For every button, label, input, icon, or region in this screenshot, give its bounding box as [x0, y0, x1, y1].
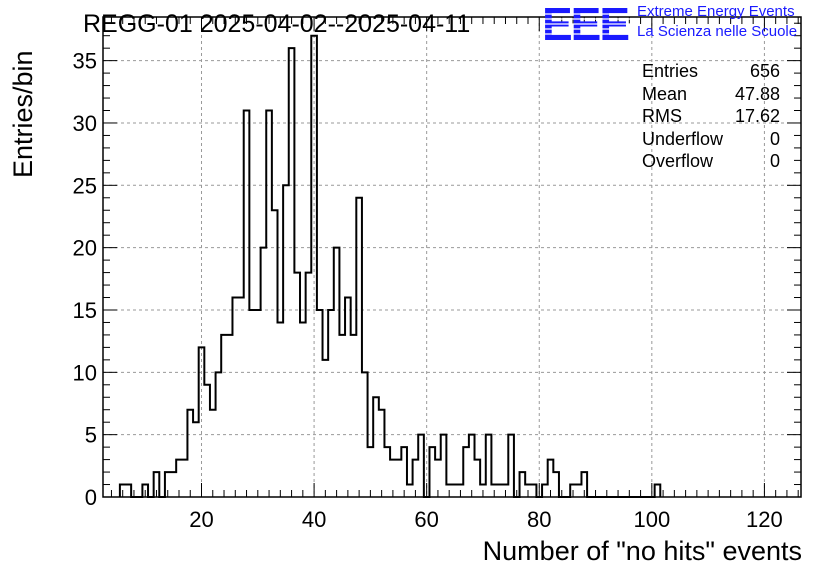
- y-tick-label: 20: [73, 236, 97, 261]
- logo-line-1: Extreme Energy Events: [637, 3, 795, 20]
- stat-entries: Entries 656: [642, 61, 780, 81]
- tick-labels: 20 40 60 80 100 120 0 5 10 15 20 25 30 35: [73, 49, 783, 532]
- stat-mean: Mean 47.88: [642, 83, 780, 104]
- x-tick-label: 120: [746, 507, 783, 532]
- y-tick-label: 15: [73, 298, 97, 323]
- stat-underflow: Underflow 0: [642, 128, 780, 149]
- x-tick-label: 80: [527, 507, 551, 532]
- histogram-line: [118, 34, 662, 498]
- eee-logo-icon: EEE: [542, 2, 638, 46]
- x-tick-label: 20: [189, 507, 213, 532]
- y-tick-label: 5: [85, 423, 97, 448]
- chart-title: REGG-01 2025-04-02--2025-04-11: [83, 10, 471, 38]
- logo-line-2: La Scienza nelle Scuole: [637, 23, 798, 40]
- grid-lines: [103, 17, 801, 497]
- plot-frame: [102, 16, 802, 498]
- y-tick-label: 25: [73, 173, 97, 198]
- x-tick-label: 100: [633, 507, 670, 532]
- x-tick-label: 60: [414, 507, 438, 532]
- logo-text: Extreme Energy Events La Scienza nelle S…: [637, 2, 797, 42]
- tick-marks: [103, 17, 801, 498]
- y-tick-label: 30: [73, 111, 97, 136]
- y-tick-label: 10: [73, 360, 97, 385]
- stat-overflow: Overflow 0: [642, 151, 780, 171]
- stats-box: Entries 656 Mean 47.88 RMS 17.62 Underfl…: [642, 60, 780, 173]
- y-axis-label: Entries/bin: [8, 50, 38, 178]
- axes: [102, 16, 802, 498]
- x-axis-label: Number of "no hits" events: [482, 536, 802, 566]
- y-tick-label: 35: [73, 49, 97, 74]
- y-tick-label: 0: [85, 485, 97, 510]
- stat-rms: RMS 17.62: [642, 106, 780, 126]
- x-tick-label: 40: [302, 507, 326, 532]
